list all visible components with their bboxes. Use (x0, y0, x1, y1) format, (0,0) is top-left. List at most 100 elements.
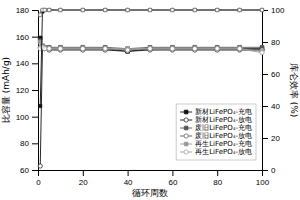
tick-mark (217, 170, 218, 176)
tick-mark (262, 42, 268, 43)
legend: 新材LiFePO₄-充电新材LiFePO₄-放电废旧LiFePO₄-充电废旧Li… (176, 104, 256, 160)
tick-mark (32, 143, 38, 144)
tick-label: 100 (16, 113, 30, 122)
point (171, 8, 175, 12)
point (104, 8, 107, 11)
tick-label: 60 (20, 166, 29, 175)
legend-label: 再生LiFePO₄-充电 (195, 140, 252, 148)
tick-mark (262, 106, 268, 107)
point (148, 47, 152, 51)
tick-label: 160 (16, 33, 30, 42)
point (215, 47, 219, 51)
point (81, 8, 85, 12)
marks (38, 8, 264, 168)
series-line (40, 47, 262, 52)
point (260, 8, 263, 11)
point (126, 8, 129, 11)
tick: 60 (168, 170, 177, 187)
legend-marker (184, 110, 188, 114)
legend-marker (184, 150, 188, 154)
point (216, 8, 219, 11)
point (38, 164, 42, 168)
point (43, 47, 47, 51)
series (39, 8, 264, 107)
legend-label: 新材LiFePO₄-充电 (195, 108, 252, 116)
legend-item: 新材LiFePO₄-放电 (180, 116, 252, 124)
tick-label: 80 (213, 178, 222, 187)
legend-marker (184, 126, 188, 130)
point (148, 47, 152, 51)
point (260, 8, 264, 12)
point (171, 47, 175, 51)
tick-label: 40 (271, 102, 280, 111)
tick-label: 20 (271, 134, 280, 143)
tick: 140 (16, 59, 38, 68)
point (81, 47, 85, 51)
tick-mark (32, 10, 38, 11)
point (104, 8, 107, 11)
point (148, 8, 151, 11)
tick: 40 (124, 170, 133, 187)
tick: 60 (20, 166, 38, 175)
point (148, 47, 152, 51)
tick: 180 (16, 6, 38, 15)
tick: 0 (262, 166, 276, 175)
tick: 20 (79, 170, 88, 187)
tick: 100 (16, 113, 38, 122)
point (193, 47, 197, 51)
series-line (40, 42, 262, 51)
tick-mark (32, 170, 38, 171)
tick: 60 (262, 70, 280, 79)
point (103, 47, 107, 51)
point (237, 47, 241, 51)
legend-marker (184, 142, 188, 146)
tick-mark (262, 138, 268, 139)
point (39, 13, 42, 16)
point (47, 47, 51, 51)
series (38, 36, 264, 53)
tick: 100 (262, 6, 285, 15)
point (170, 47, 174, 51)
series-line (40, 38, 262, 51)
y-axis: 60 80 100 120 140 160 180 (16, 6, 39, 175)
axis-line (32, 11, 39, 171)
point (103, 8, 107, 12)
legend-label: 废旧LiFePO₄-放电 (195, 132, 252, 140)
point (58, 47, 62, 51)
point (81, 8, 84, 11)
axis-line (263, 11, 269, 171)
tick: 120 (16, 86, 38, 95)
point (43, 47, 47, 51)
tick-mark (32, 63, 38, 64)
point (43, 8, 46, 11)
legend-item: 新材LiFePO₄-充电 (180, 108, 252, 116)
tick-mark (83, 170, 84, 176)
point (170, 47, 174, 51)
tick-mark (128, 170, 129, 176)
tick-label: 60 (271, 70, 280, 79)
series (38, 8, 263, 16)
tick-label: 0 (271, 166, 276, 175)
series (38, 45, 264, 55)
tick-mark (32, 117, 38, 118)
y-axis-title: 比容量 (mAh/g) (1, 57, 11, 123)
point (193, 47, 197, 51)
point (126, 8, 130, 12)
y2-axis: 020406080100 (262, 6, 285, 175)
series (38, 45, 264, 168)
point (47, 47, 51, 51)
axis-line (39, 171, 263, 177)
point (193, 8, 196, 11)
tick-label: 100 (271, 6, 285, 15)
point (59, 8, 63, 12)
tick-label: 80 (20, 139, 29, 148)
tick: 20 (262, 134, 280, 143)
point (238, 8, 241, 11)
legend-item: 废旧LiFePO₄-充电 (180, 124, 252, 132)
chart-svg: 0204060801006080100120140160180020406080… (0, 0, 300, 200)
series (39, 8, 264, 16)
point (148, 8, 151, 11)
tick-label: 20 (79, 178, 88, 187)
point (193, 8, 197, 12)
point (238, 47, 242, 51)
